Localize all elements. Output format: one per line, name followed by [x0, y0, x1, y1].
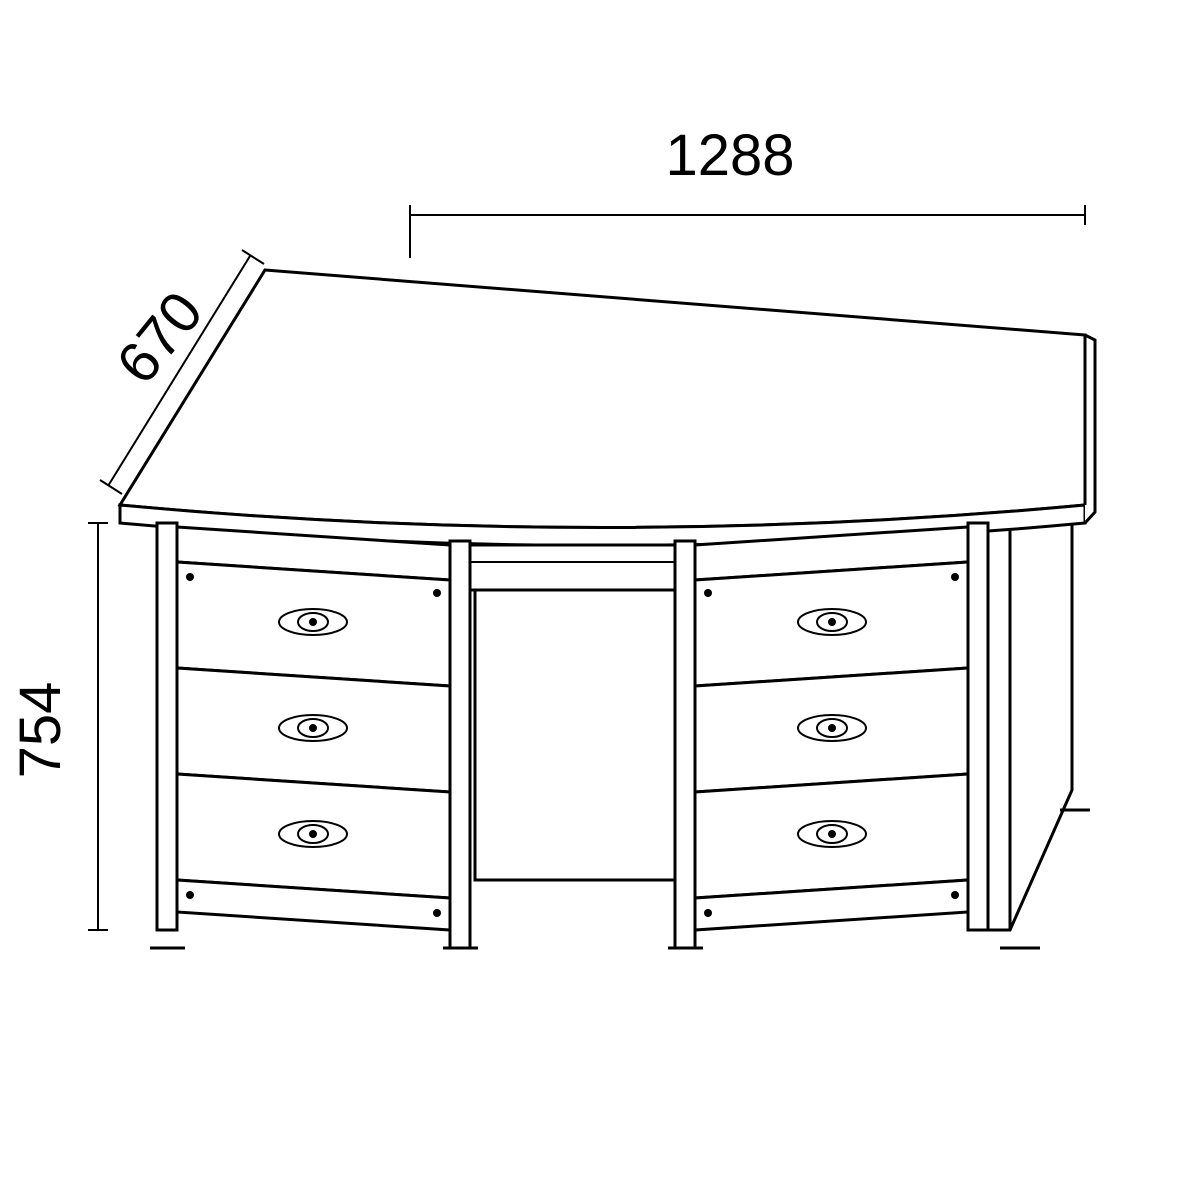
dim-height: 754	[8, 682, 73, 779]
keyboard-tray	[470, 545, 695, 590]
dim-width: 1288	[665, 123, 794, 188]
desk-outline	[120, 270, 1095, 948]
tabletop-surface	[120, 270, 1085, 528]
right-pedestal	[675, 523, 988, 948]
left-pedestal	[157, 523, 470, 948]
desk-dimension-diagram: 1288 670 754	[0, 0, 1200, 1200]
